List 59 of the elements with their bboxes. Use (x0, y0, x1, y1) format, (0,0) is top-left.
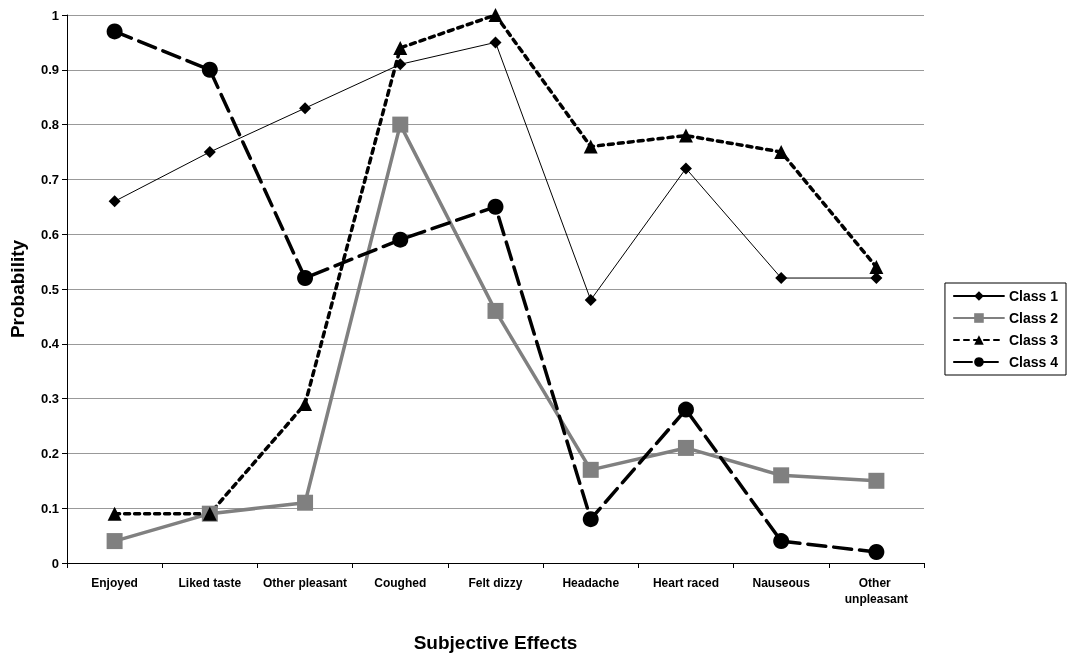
y-tick-label: 0.5 (40, 281, 59, 297)
point (868, 472, 885, 489)
point (775, 272, 788, 285)
x-tick-label: Heart raced (652, 576, 719, 590)
point (394, 58, 407, 71)
point (679, 162, 692, 175)
point (297, 494, 314, 511)
point (108, 195, 121, 208)
legend-label: Class 3 (1008, 332, 1059, 348)
point (203, 146, 216, 158)
point (298, 397, 313, 412)
point (678, 128, 693, 143)
x-tick-label: Felt dizzy (468, 576, 523, 590)
legend-label: Class 1 (1008, 288, 1059, 304)
y-tick-label: 0.1 (40, 500, 59, 516)
point (488, 8, 503, 22)
point (677, 401, 694, 418)
point (773, 533, 790, 550)
y-tick-label: 0.6 (40, 226, 59, 242)
y-tick-label: 1 (51, 7, 59, 23)
point (107, 506, 122, 521)
point (201, 61, 218, 78)
y-tick-label: 0.7 (40, 171, 59, 187)
point (582, 511, 599, 528)
legend-label: Class 4 (1008, 354, 1059, 370)
x-tick-label: Headache (562, 576, 620, 590)
point (773, 467, 790, 484)
y-tick-label: 0 (51, 555, 59, 571)
point (487, 198, 504, 215)
point (106, 23, 123, 40)
point (297, 270, 314, 287)
legend-label: Class 2 (1008, 310, 1059, 326)
y-tick-label: 0.9 (40, 62, 59, 78)
y-tick-label: 0.3 (40, 391, 59, 407)
x-tick-label: Other unpleasant (844, 576, 909, 606)
point (393, 40, 408, 55)
point (582, 461, 599, 478)
y-tick-label: 0.8 (40, 117, 59, 133)
point (677, 439, 694, 456)
x-tick-label: Liked taste (178, 576, 242, 590)
point (489, 36, 502, 49)
point (774, 145, 789, 159)
point (299, 102, 312, 115)
point (868, 544, 885, 561)
point (392, 231, 409, 248)
x-tick-label: Other pleasant (263, 576, 348, 590)
x-tick-label: Coughed (374, 576, 427, 590)
point (106, 533, 123, 550)
point (584, 293, 597, 306)
point (487, 302, 504, 319)
y-tick-label: 0.4 (40, 336, 60, 352)
y-axis-title: Probability (7, 239, 28, 339)
x-axis-title: Subjective Effects (413, 632, 578, 653)
x-tick-label: Nauseous (752, 576, 811, 590)
x-tick-label: Enjoyed (91, 576, 138, 590)
point (869, 260, 884, 275)
point (583, 139, 598, 154)
point (392, 116, 409, 133)
y-tick-label: 0.2 (40, 445, 59, 461)
